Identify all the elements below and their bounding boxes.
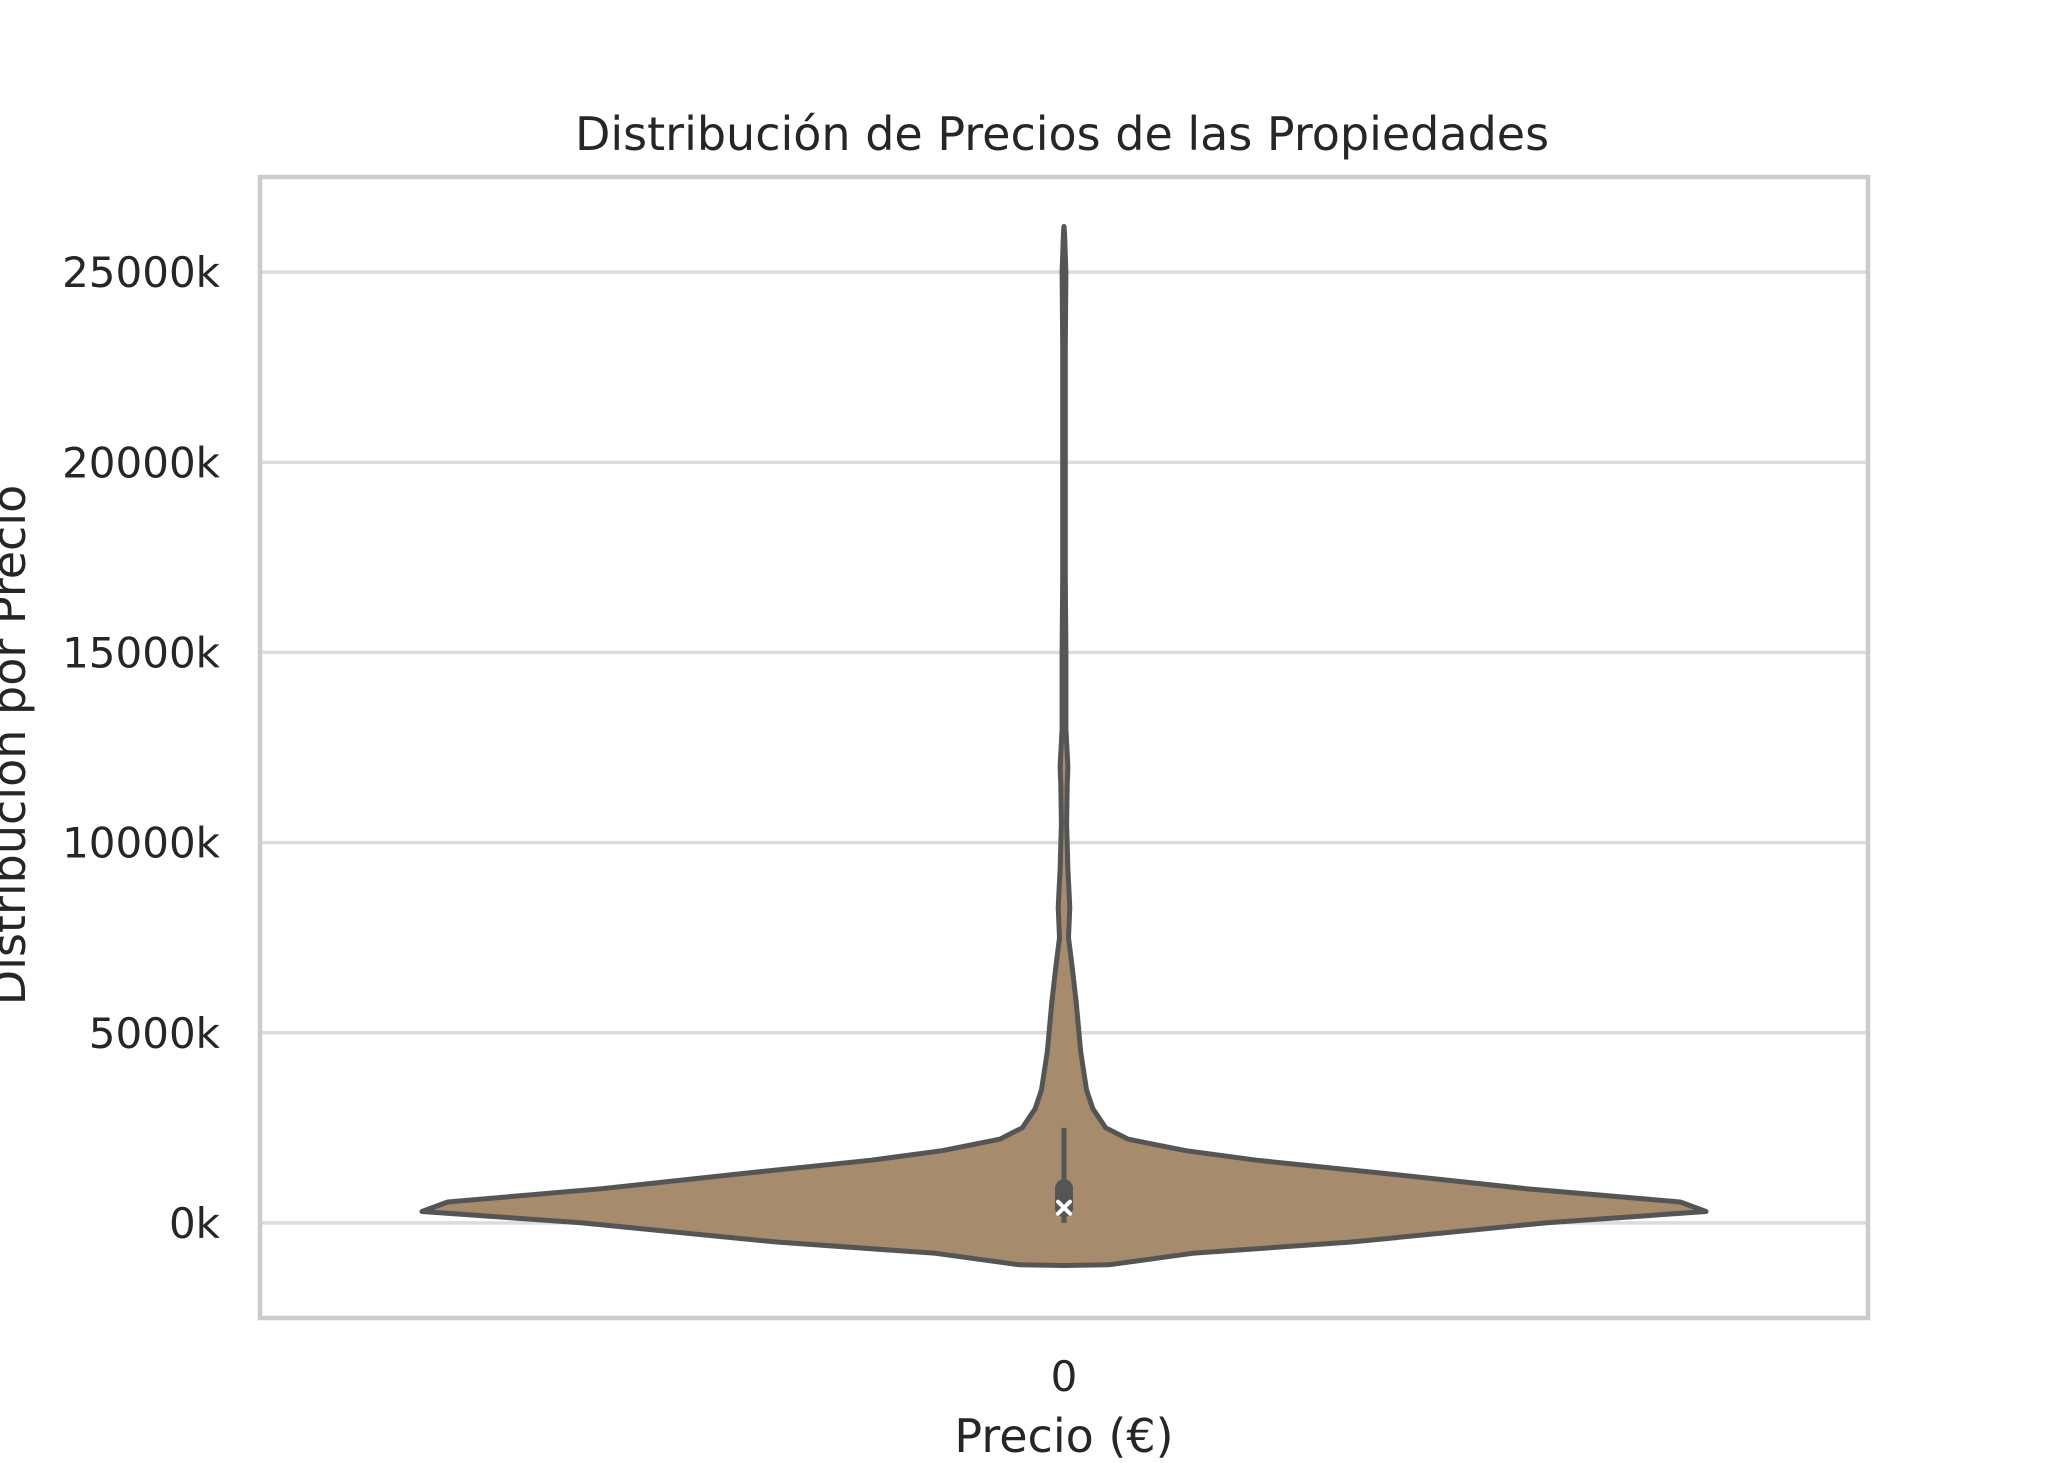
y-axis-ticks: 0k 5000k 10000k 15000k 20000k 25000k (62, 248, 221, 1248)
y-tick-label: 0k (169, 1199, 221, 1248)
y-tick-label: 20000k (62, 438, 221, 487)
y-tick-label: 10000k (62, 819, 221, 868)
y-tick-label: 5000k (89, 1009, 221, 1058)
y-axis-label: Distribución por Precio (0, 485, 36, 1005)
plot-frame (257, 174, 1871, 1321)
x-tick-label: 0 (1051, 1352, 1078, 1401)
y-tick-label: 25000k (62, 248, 221, 297)
violin-body (419, 223, 1709, 1269)
x-axis-label: Precio (€) (954, 1409, 1173, 1463)
x-axis-ticks: 0 (1051, 1352, 1078, 1401)
y-tick-label: 15000k (62, 628, 221, 677)
inner-boxplot (1055, 1127, 1073, 1223)
chart-title: Distribución de Precios de las Propiedad… (575, 107, 1549, 161)
iqr-box (1055, 1179, 1073, 1218)
median-marker (1056, 1199, 1072, 1216)
